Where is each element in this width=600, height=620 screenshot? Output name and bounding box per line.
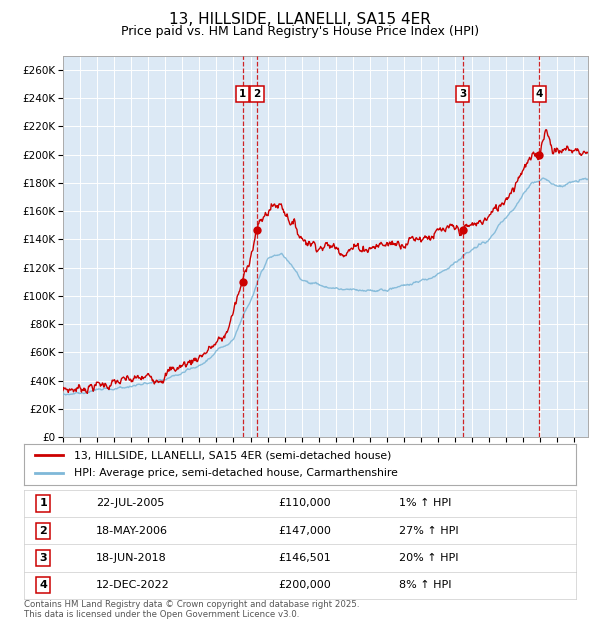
Text: Price paid vs. HM Land Registry's House Price Index (HPI): Price paid vs. HM Land Registry's House … <box>121 25 479 38</box>
Text: 3: 3 <box>40 553 47 563</box>
Text: £200,000: £200,000 <box>278 580 331 590</box>
Text: £147,000: £147,000 <box>278 526 331 536</box>
Text: £146,501: £146,501 <box>278 553 331 563</box>
Text: 18-JUN-2018: 18-JUN-2018 <box>96 553 167 563</box>
Text: 2: 2 <box>253 89 260 99</box>
Text: 13, HILLSIDE, LLANELLI, SA15 4ER (semi-detached house): 13, HILLSIDE, LLANELLI, SA15 4ER (semi-d… <box>74 450 391 461</box>
Text: 3: 3 <box>459 89 467 99</box>
Text: 4: 4 <box>40 580 47 590</box>
Text: £110,000: £110,000 <box>278 498 331 508</box>
Text: 27% ↑ HPI: 27% ↑ HPI <box>400 526 459 536</box>
Text: 1: 1 <box>239 89 247 99</box>
Text: 13, HILLSIDE, LLANELLI, SA15 4ER: 13, HILLSIDE, LLANELLI, SA15 4ER <box>169 12 431 27</box>
Text: 8% ↑ HPI: 8% ↑ HPI <box>400 580 452 590</box>
Text: 12-DEC-2022: 12-DEC-2022 <box>96 580 170 590</box>
Text: 1% ↑ HPI: 1% ↑ HPI <box>400 498 452 508</box>
Text: 1: 1 <box>40 498 47 508</box>
Text: 18-MAY-2006: 18-MAY-2006 <box>96 526 168 536</box>
Text: 22-JUL-2005: 22-JUL-2005 <box>96 498 164 508</box>
Text: Contains HM Land Registry data © Crown copyright and database right 2025.
This d: Contains HM Land Registry data © Crown c… <box>24 600 359 619</box>
Text: 2: 2 <box>40 526 47 536</box>
Text: 20% ↑ HPI: 20% ↑ HPI <box>400 553 459 563</box>
Text: HPI: Average price, semi-detached house, Carmarthenshire: HPI: Average price, semi-detached house,… <box>74 468 398 479</box>
Text: 4: 4 <box>536 89 543 99</box>
